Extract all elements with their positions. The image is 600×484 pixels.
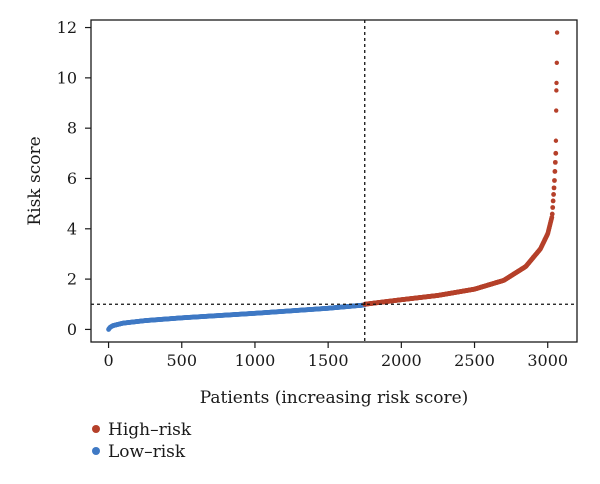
data-point [554,88,559,93]
data-point [550,198,556,204]
y-axis-title: Risk score [25,136,45,225]
x-tick-label: 2500 [454,351,495,370]
data-point [554,60,559,65]
legend-label-low-risk: Low–risk [108,442,186,462]
plot-frame [90,19,578,343]
x-tick-label: 500 [166,351,197,370]
data-point [554,80,559,86]
y-tick-label: 4 [67,219,77,238]
data-point [553,150,559,156]
data-point [552,169,558,174]
x-tick-label: 2000 [381,351,422,370]
series-high-risk [362,30,560,307]
data-point [554,108,559,113]
y-tick-label: 6 [67,169,77,188]
y-tick-label: 10 [57,68,77,87]
y-tick-label: 0 [67,320,77,339]
x-axis-title: Patients (increasing risk score) [200,388,469,408]
data-point [549,211,555,217]
data-point [552,178,557,183]
series-low-risk [106,302,367,332]
x-tick-label: 0 [103,351,113,370]
data-point [552,159,558,165]
data-point [551,185,557,191]
data-point [553,138,559,143]
legend-marker-low-risk [92,447,100,455]
data-points [106,30,560,332]
data-point [554,30,560,35]
x-tick-label: 3000 [527,351,568,370]
legend: High–risk Low–risk [92,420,192,462]
axes: 0 500 1000 1500 2000 2500 3000 0 2 4 6 8 10 12 [57,18,568,370]
legend-label-high-risk: High–risk [108,420,192,440]
data-point [550,205,556,210]
y-tick-label: 8 [67,119,77,138]
legend-marker-high-risk [92,425,100,433]
reference-lines [91,20,577,342]
x-tick-label: 1000 [235,351,276,370]
x-tick-label: 1500 [308,351,349,370]
y-tick-label: 2 [67,270,77,289]
y-tick-label: 12 [57,18,77,37]
data-point [551,192,556,197]
